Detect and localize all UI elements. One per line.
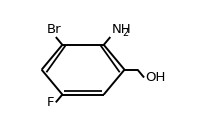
Text: Br: Br <box>47 23 62 36</box>
Text: 2: 2 <box>122 28 129 38</box>
Text: NH: NH <box>112 23 131 36</box>
Text: OH: OH <box>146 71 166 84</box>
Text: F: F <box>47 96 54 109</box>
